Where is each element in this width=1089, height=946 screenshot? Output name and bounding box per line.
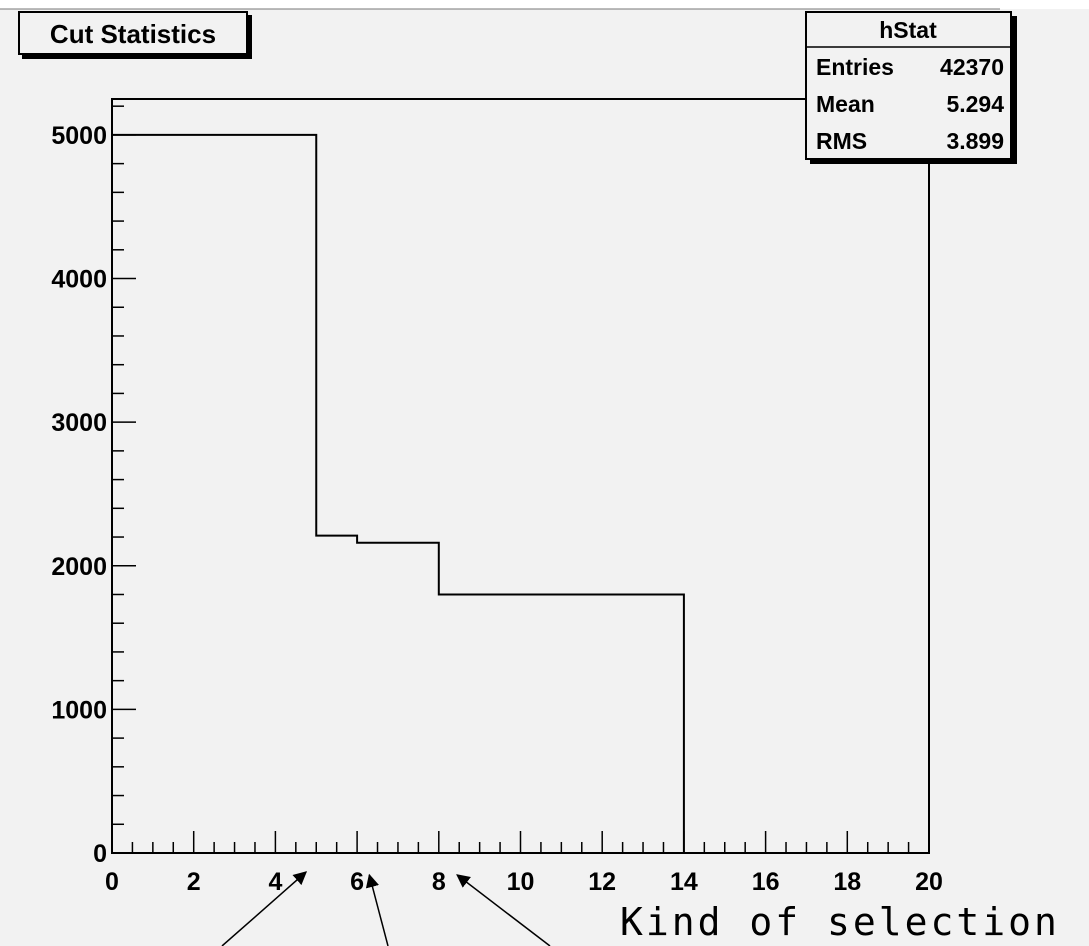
- y-tick-label: 0: [93, 840, 107, 868]
- histogram-marks: [111, 133, 929, 854]
- annotation-arrow: [221, 871, 308, 946]
- x-tick-label: 16: [752, 868, 780, 896]
- x-tick-label: 2: [187, 868, 201, 896]
- y-tick-label: 1000: [51, 696, 107, 724]
- stats-label-rms: RMS: [816, 128, 867, 154]
- y-tick-label: 4000: [51, 266, 107, 294]
- histogram-bin: [357, 543, 439, 853]
- top-strip: [0, 0, 1089, 9]
- x-tick-label: 0: [105, 868, 119, 896]
- y-tick-label: 2000: [51, 553, 107, 581]
- stats-value-rms: 3.899: [946, 128, 1004, 154]
- y-tick-label: 3000: [51, 409, 107, 437]
- annotation: Kind of selection: [221, 871, 1060, 946]
- x-tick-label: 10: [507, 868, 535, 896]
- x-tick-label: 8: [432, 868, 446, 896]
- stats-value-mean: 5.294: [946, 91, 1004, 117]
- x-tick-label: 18: [833, 868, 861, 896]
- stats-label-mean: Mean: [816, 91, 875, 117]
- annotation-text: Kind of selection: [620, 900, 1060, 944]
- annotation-arrow: [365, 873, 389, 946]
- stats-label-entries: Entries: [816, 54, 894, 80]
- histogram-bin: [439, 594, 684, 853]
- axes: 0 2 4 6 8 10 12 14 16 18 20 0 1000 2000 3000 4000 5000: [51, 105, 943, 896]
- y-tick-label: 5000: [51, 122, 107, 150]
- stats-value-entries: 42370: [940, 54, 1004, 80]
- x-tick-label: 14: [670, 868, 698, 896]
- stats-box: hStat Entries 42370 Mean 5.294 RMS 3.899: [805, 11, 1017, 164]
- plot-frame: [111, 98, 930, 854]
- x-tick-label: 6: [350, 868, 364, 896]
- title-box: Cut Statistics: [18, 11, 252, 59]
- chart-title: Cut Statistics: [50, 19, 216, 49]
- annotation-arrow: [456, 874, 551, 946]
- histogram-bin: [316, 536, 357, 853]
- x-tick-label: 4: [268, 868, 282, 896]
- x-tick-label: 12: [588, 868, 616, 896]
- histogram-bin: [112, 135, 316, 853]
- histogram-outline: [111, 133, 929, 854]
- stats-name: hStat: [879, 17, 937, 43]
- x-tick-label: 20: [915, 868, 943, 896]
